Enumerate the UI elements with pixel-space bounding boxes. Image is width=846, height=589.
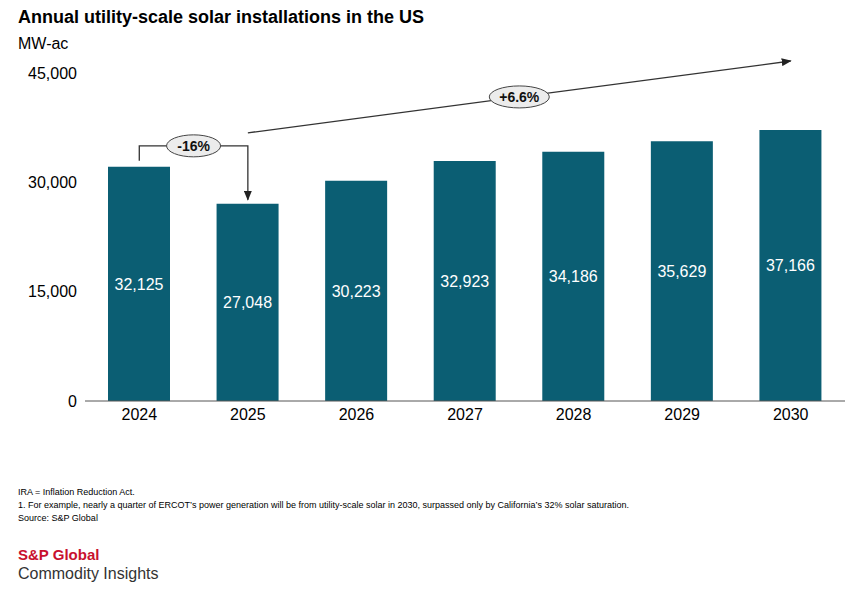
svg-text:37,166: 37,166 <box>766 257 815 274</box>
svg-text:2030: 2030 <box>773 406 809 423</box>
html-text:S&P Global: S&P Global <box>18 546 100 563</box>
svg-text:-16%: -16% <box>177 138 210 154</box>
svg-text:0: 0 <box>68 393 77 410</box>
svg-text:32,125: 32,125 <box>115 276 164 293</box>
svg-text:15,000: 15,000 <box>28 283 77 300</box>
svg-text:35,629: 35,629 <box>657 263 706 280</box>
html-text:Commodity Insights: Commodity Insights <box>18 565 159 582</box>
svg-text:2025: 2025 <box>230 406 266 423</box>
svg-text:30,000: 30,000 <box>28 174 77 191</box>
svg-text:2029: 2029 <box>664 406 700 423</box>
svg-text:32,923: 32,923 <box>440 273 489 290</box>
svg-text:2024: 2024 <box>121 406 157 423</box>
svg-text:45,000: 45,000 <box>28 65 77 82</box>
svg-text:+6.6%: +6.6% <box>499 89 540 105</box>
html-text:Source: S&P Global: Source: S&P Global <box>18 513 98 523</box>
html-text:Annual utility-scale solar ins: Annual utility-scale solar installations… <box>18 7 425 27</box>
html-text:MW-ac: MW-ac <box>18 35 69 52</box>
svg-text:2027: 2027 <box>447 406 483 423</box>
svg-text:2026: 2026 <box>339 406 375 423</box>
svg-text:27,048: 27,048 <box>223 294 272 311</box>
svg-text:30,223: 30,223 <box>332 283 381 300</box>
svg-text:34,186: 34,186 <box>549 268 598 285</box>
svg-text:2028: 2028 <box>556 406 592 423</box>
html-text:IRA = Inflation Reduction Act.: IRA = Inflation Reduction Act. <box>18 487 135 497</box>
html-text:1. For example, nearly a quart: 1. For example, nearly a quarter of ERCO… <box>18 500 629 510</box>
